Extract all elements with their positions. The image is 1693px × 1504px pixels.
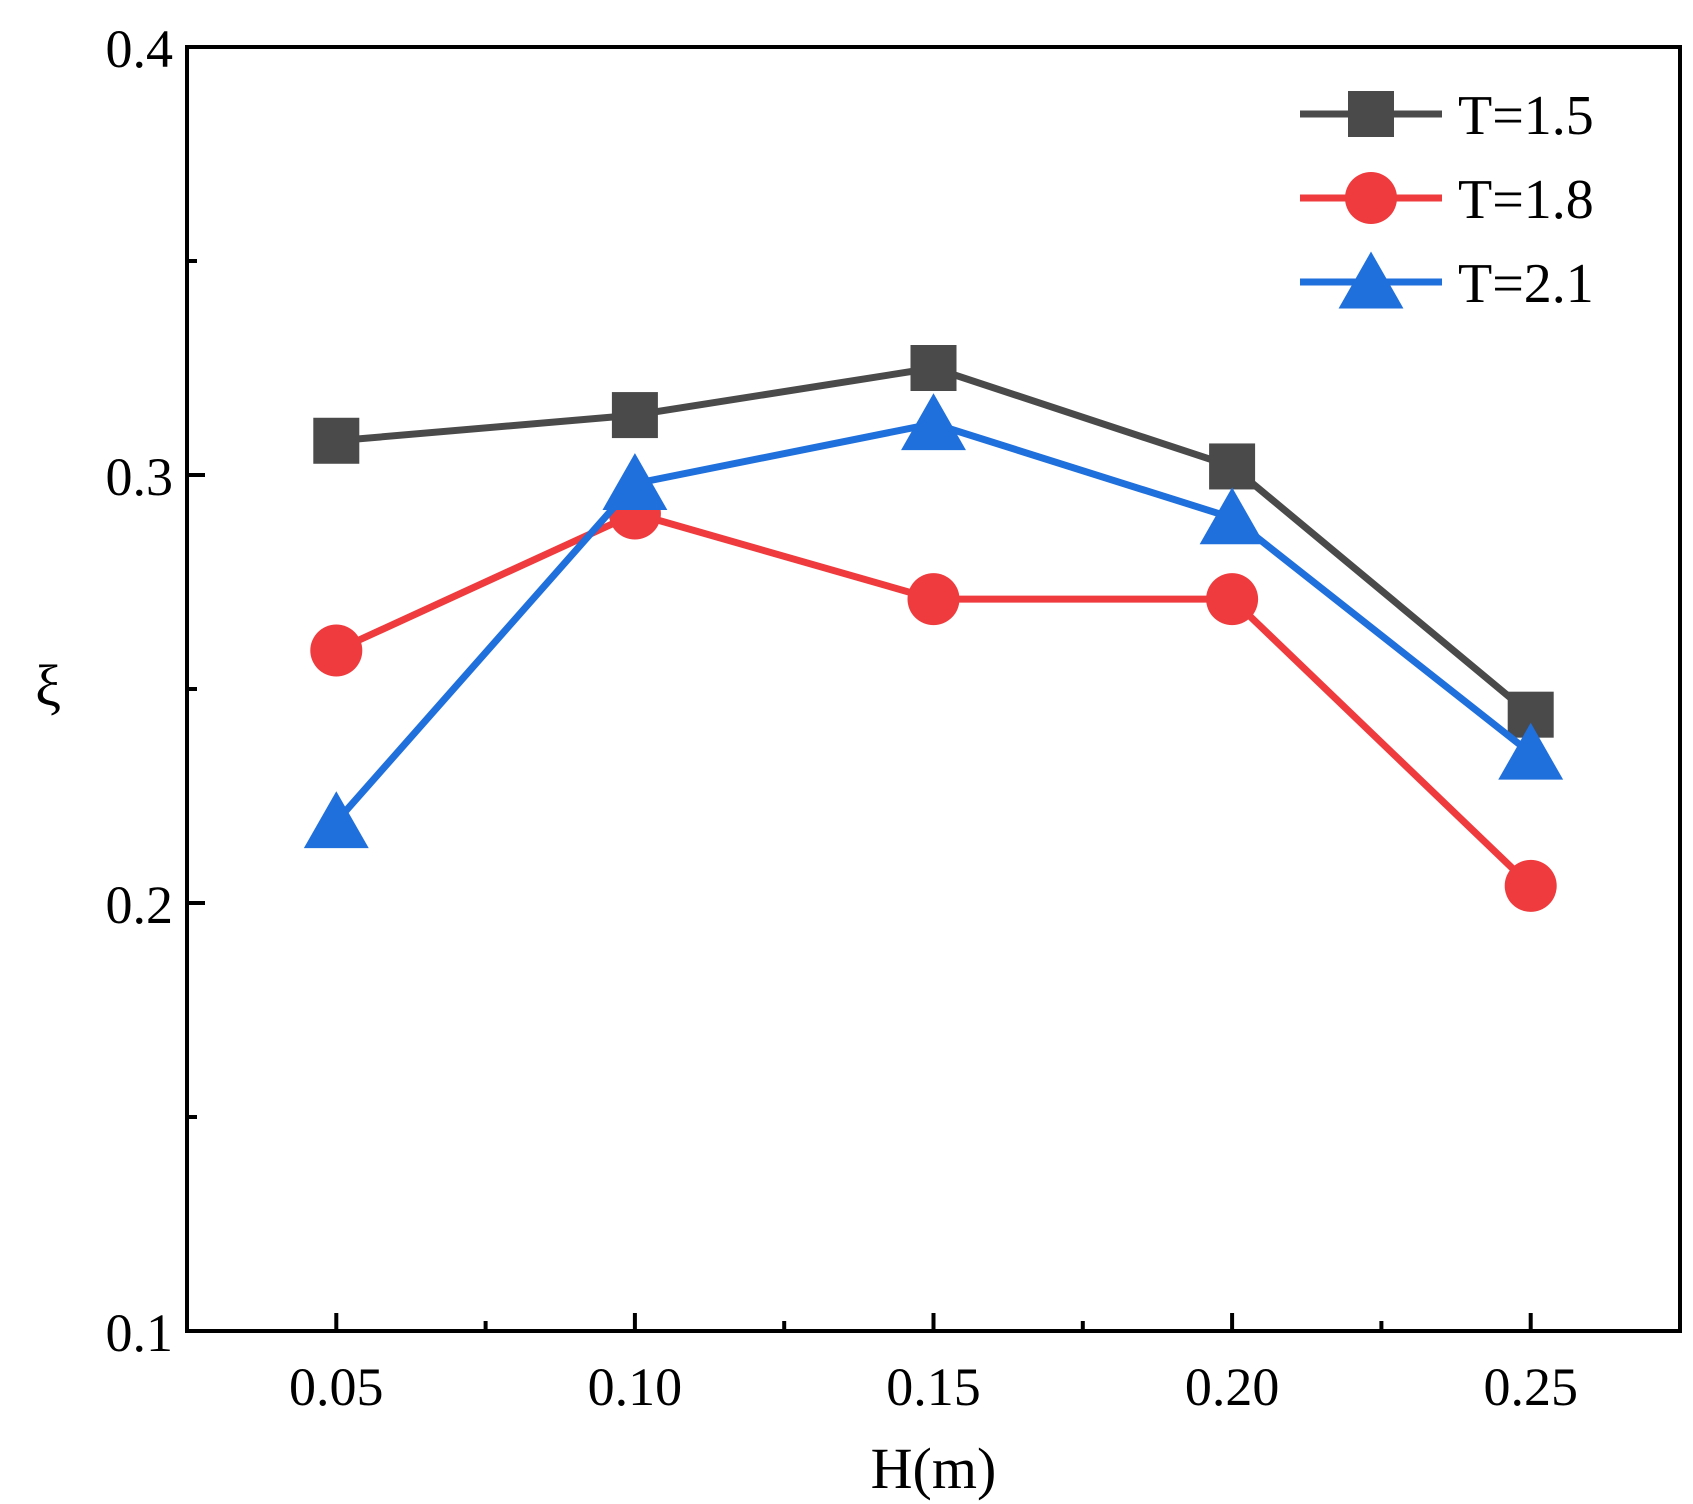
data-point-circle xyxy=(1345,172,1397,224)
legend-label: T=2.1 xyxy=(1458,253,1594,315)
data-point-circle xyxy=(1206,573,1259,626)
x-axis-title: H(m) xyxy=(871,1436,997,1501)
data-point-square xyxy=(910,345,957,391)
data-point-circle xyxy=(907,573,960,626)
plot-frame xyxy=(185,45,1682,1333)
x-tick-label: 0.15 xyxy=(886,1357,981,1417)
data-point-circle xyxy=(310,624,363,677)
data-point-square xyxy=(611,392,658,439)
series-T=1.5 xyxy=(313,345,1554,738)
data-point-triangle xyxy=(303,791,369,849)
x-tick-label: 0.10 xyxy=(588,1357,683,1417)
legend-item: T=1.5 xyxy=(1300,85,1594,147)
x-tick-label: 0.05 xyxy=(289,1357,384,1417)
y-tick-label: 0.1 xyxy=(106,1303,174,1363)
data-point-square xyxy=(1209,443,1256,490)
legend-label: T=1.8 xyxy=(1458,169,1594,231)
legend-item: T=2.1 xyxy=(1300,251,1594,315)
data-point-triangle xyxy=(1338,251,1404,309)
data-point-triangle xyxy=(1199,487,1265,545)
plot-area xyxy=(303,345,1564,912)
y-tick-label: 0.4 xyxy=(106,19,174,79)
legend-item: T=1.8 xyxy=(1300,169,1594,231)
data-point-square xyxy=(313,417,360,464)
data-point-triangle xyxy=(901,393,966,451)
data-point-circle xyxy=(1504,859,1557,912)
series-T=2.1 xyxy=(303,393,1564,849)
data-point-square xyxy=(1348,91,1394,137)
x-tick-label: 0.25 xyxy=(1483,1357,1578,1417)
y-axis-title: ξ xyxy=(35,653,61,718)
data-point-triangle xyxy=(1498,722,1564,780)
axes: 0.1 0.2 0.3 0.4 0.05 0.10 0.15 0.20 0.25 xyxy=(106,19,1682,1417)
series-T=1.8 xyxy=(310,487,1557,912)
y-tick-label: 0.3 xyxy=(106,447,174,507)
data-point-triangle xyxy=(602,453,668,511)
legend-label: T=1.5 xyxy=(1458,85,1594,147)
x-tick-label: 0.20 xyxy=(1185,1357,1280,1417)
y-tick-label: 0.2 xyxy=(106,875,174,935)
legend: T=1.5 T=1.8 T=2.1 xyxy=(1300,85,1594,315)
